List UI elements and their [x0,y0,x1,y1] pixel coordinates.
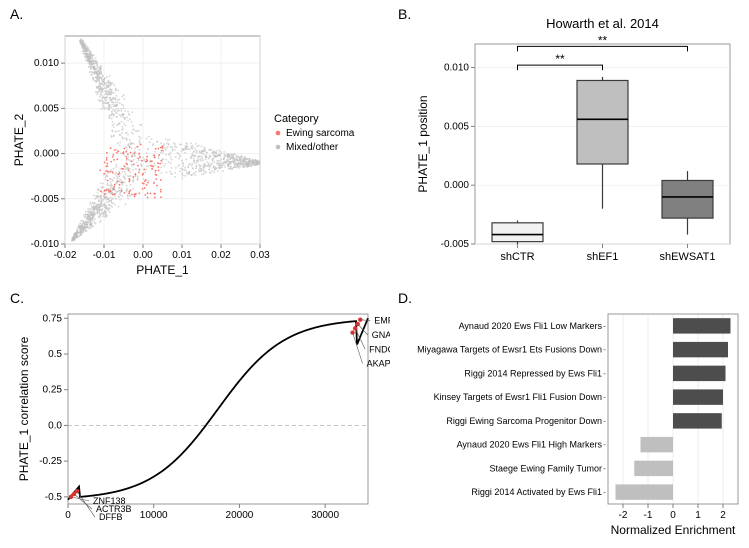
svg-text:0.000: 0.000 [444,180,469,191]
svg-text:AKAP2: AKAP2 [367,359,390,369]
panel-d-chart: -2 -1 0 1 2 Normalized Enrichment Aynaud 2020 … [410,300,745,540]
svg-text:FNDC3B: FNDC3B [369,344,390,354]
svg-text:Ewing sarcoma: Ewing sarcoma [286,128,355,139]
svg-text:-: - [603,416,606,426]
svg-text:0.0: 0.0 [48,420,62,431]
svg-text:0.75: 0.75 [43,313,63,324]
figure: A. B. C. D. -0.02-0.010.000.010.020.03-0… [0,0,749,548]
svg-text:-0.25: -0.25 [39,456,62,467]
svg-text:0.010: 0.010 [444,63,469,74]
svg-text:Aynaud 2020 Ews Fli1 High Mark: Aynaud 2020 Ews Fli1 High Markers [457,440,603,450]
svg-text:Mixed/other: Mixed/other [286,142,339,153]
svg-text:EMP1: EMP1 [374,316,390,326]
svg-text:0.010: 0.010 [34,58,59,69]
svg-text:0: 0 [65,510,71,521]
svg-text:30000: 30000 [311,510,339,521]
svg-text:-1: -1 [644,510,653,521]
svg-text:0.02: 0.02 [211,250,231,261]
svg-text:1: 1 [695,510,701,521]
svg-text:-2: -2 [619,510,628,521]
svg-text:shEF1: shEF1 [587,251,619,263]
svg-text:0.000: 0.000 [34,149,59,160]
svg-text:-: - [603,463,606,473]
svg-text:0.005: 0.005 [34,103,59,114]
svg-text:shCTR: shCTR [500,251,534,263]
svg-text:0.5: 0.5 [48,349,62,360]
svg-text:0.005: 0.005 [444,121,469,132]
svg-text:DFFB: DFFB [99,512,123,522]
svg-text:2: 2 [720,510,726,521]
svg-text:20000: 20000 [226,510,254,521]
svg-text:Riggi 2014 Repressed by Ews Fl: Riggi 2014 Repressed by Ews Fli1 [464,368,602,378]
panel-a-chart: -0.02 -0.01 0.00 0.01 0.02 0.03 -0.010 -0.005 0.… [10,14,390,284]
svg-text:-0.010: -0.010 [31,239,60,250]
svg-text:0.00: 0.00 [133,250,153,261]
svg-text:0.01: 0.01 [172,250,192,261]
svg-text:-: - [603,321,606,331]
svg-text:PHATE_1 position: PHATE_1 position [416,95,430,192]
svg-text:0: 0 [670,510,676,521]
svg-text:0.03: 0.03 [250,250,270,261]
svg-text:shEWSAT1: shEWSAT1 [659,251,715,263]
svg-text:PHATE_1: PHATE_1 [136,263,189,277]
svg-text:-: - [603,368,606,378]
svg-text:-: - [603,487,606,497]
svg-text:-: - [603,345,606,355]
svg-text:-0.005: -0.005 [441,239,470,250]
svg-text:**: ** [598,33,608,47]
svg-text:Category: Category [274,113,319,125]
svg-text:-: - [603,440,606,450]
svg-text:-0.02: -0.02 [54,250,77,261]
svg-text:Riggi Ewing Sarcoma Progenitor: Riggi Ewing Sarcoma Progenitor Down [446,416,602,426]
svg-text:**: ** [555,52,565,66]
svg-text:GNAI1: GNAI1 [372,330,390,340]
svg-text:0.25: 0.25 [43,385,63,396]
svg-text:Riggi 2014 Activated by Ews Fl: Riggi 2014 Activated by Ews Fli1 [471,487,602,497]
svg-text:Miyagawa Targets of Ewsr1 Ets: Miyagawa Targets of Ewsr1 Ets Fusions Do… [417,345,602,355]
svg-text:Howarth et al. 2014: Howarth et al. 2014 [546,16,659,31]
svg-text:PHATE_1 correlation score: PHATE_1 correlation score [17,336,31,481]
panel-b-chart: Howarth et al. 2014 -0.005 0.000 0.005 0.010… [410,14,745,284]
svg-text:-0.5: -0.5 [45,492,63,503]
svg-text:Aynaud 2020 Ews Fli1 Low Marke: Aynaud 2020 Ews Fli1 Low Markers [459,321,603,331]
svg-text:-: - [603,392,606,402]
svg-text:-0.01: -0.01 [93,250,116,261]
svg-text:PHATE_2: PHATE_2 [12,113,26,166]
svg-text:Normalized Enrichment: Normalized Enrichment [611,523,736,537]
svg-text:10000: 10000 [140,510,168,521]
svg-text:-0.005: -0.005 [31,194,60,205]
svg-text:Kinsey Targets of Ewsr1 Fli1 F: Kinsey Targets of Ewsr1 Fli1 Fusion Down [434,392,602,402]
svg-text:Staege Ewing Family Tumor: Staege Ewing Family Tumor [489,463,602,473]
panel-c-chart: 0 10000 20000 30000 -0.5 -0.25 0.0 0.25 0.5 0.75 P… [10,300,390,540]
